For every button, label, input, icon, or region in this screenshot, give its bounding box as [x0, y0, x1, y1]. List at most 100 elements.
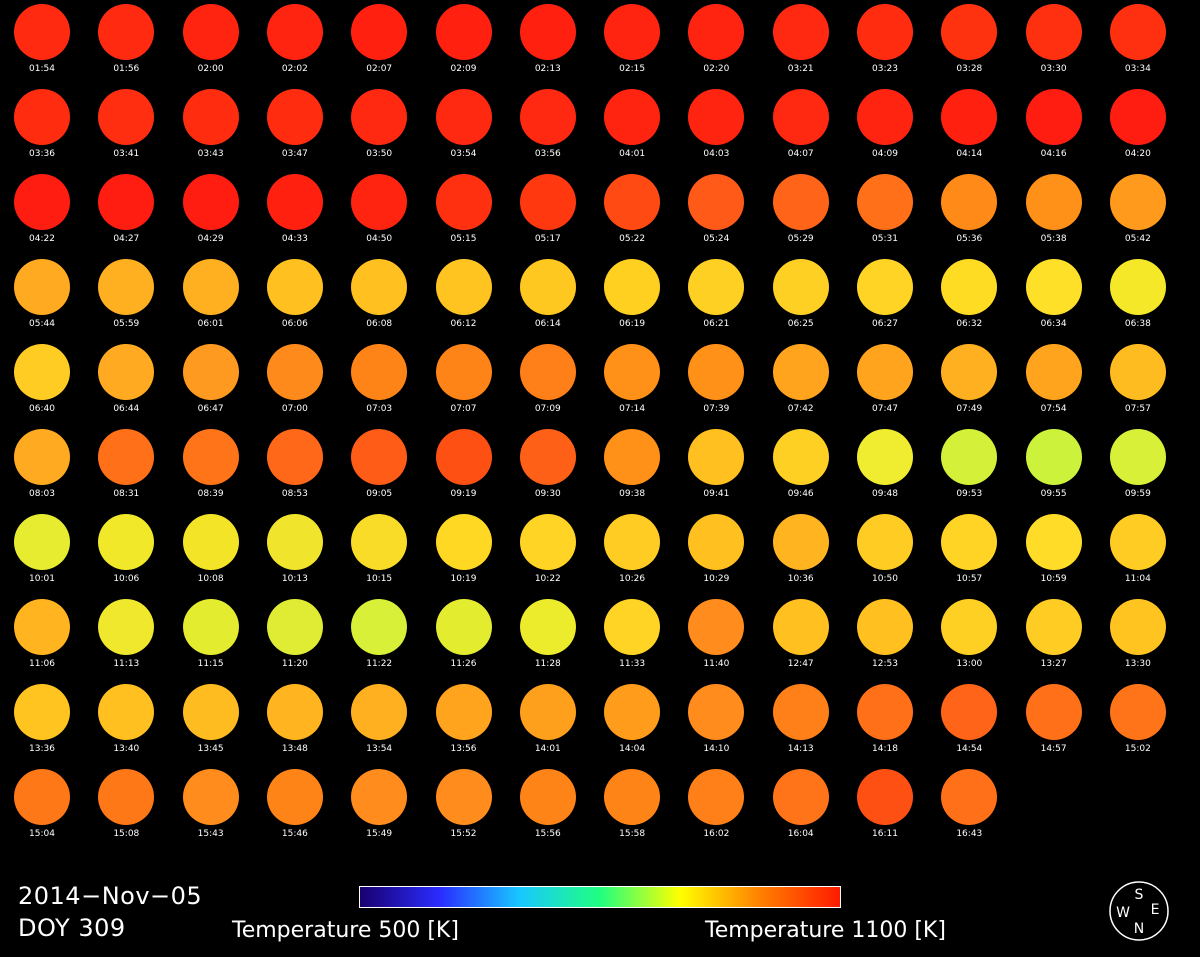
frame-cell: 06:32 — [929, 257, 1009, 339]
frame-cell: 14:18 — [845, 682, 925, 764]
frame-cell: 08:53 — [255, 427, 335, 509]
temperature-disc — [604, 344, 661, 400]
temperature-disc — [98, 259, 155, 315]
frame-time-label: 06:27 — [872, 319, 898, 329]
frame-time-label: 07:49 — [956, 404, 983, 414]
frame-time-label: 05:59 — [113, 319, 140, 329]
frame-time-label: 10:19 — [450, 574, 477, 584]
frame-cell: 09:59 — [1098, 427, 1178, 509]
frame-cell: 15:02 — [1098, 682, 1178, 764]
frame-cell: 16:02 — [676, 767, 756, 849]
frame-cell: 07:54 — [1014, 342, 1094, 424]
temperature-disc — [1109, 599, 1166, 655]
frame-cell: 10:22 — [508, 512, 588, 594]
temperature-disc — [519, 769, 576, 825]
frame-cell: 07:00 — [255, 342, 335, 424]
frame-time-label: 06:38 — [1124, 319, 1151, 329]
temperature-disc — [14, 4, 70, 60]
temperature-disc — [688, 89, 745, 145]
temperature-disc — [519, 174, 576, 230]
temperature-disc — [14, 514, 70, 570]
frame-time-label: 11:33 — [619, 659, 646, 669]
frame-cell: 07:49 — [929, 342, 1009, 424]
temperature-disc — [351, 344, 408, 400]
temperature-disc — [14, 259, 70, 315]
frame-time-label: 06:47 — [197, 404, 224, 414]
frame-cell: 02:13 — [508, 2, 588, 84]
frame-cell: 09:41 — [676, 427, 756, 509]
frame-cell: 04:03 — [676, 87, 756, 169]
frame-cell: 04:16 — [1014, 87, 1094, 169]
temperature-disc — [519, 344, 576, 400]
temperature-disc — [1025, 514, 1082, 570]
temperature-disc — [351, 514, 408, 570]
temperature-disc — [351, 684, 408, 740]
frame-cell: 04:01 — [592, 87, 672, 169]
frame-time-label: 14:18 — [872, 744, 898, 754]
frame-cell: 06:40 — [2, 342, 82, 424]
frame-cell: 04:22 — [2, 172, 82, 254]
frame-time-label: 04:01 — [619, 149, 646, 159]
temperature-disc — [1025, 174, 1082, 230]
frame-cell: 03:28 — [929, 2, 1009, 84]
frame-time-label: 05:31 — [872, 234, 898, 244]
frame-time-label: 02:02 — [281, 64, 308, 74]
frame-cell: 09:38 — [592, 427, 672, 509]
temperature-disc — [688, 684, 745, 740]
temperature-disc — [14, 684, 70, 740]
frame-cell: 12:47 — [761, 597, 841, 679]
frame-time-label: 03:47 — [281, 149, 308, 159]
frame-time-label: 10:08 — [197, 574, 224, 584]
frame-time-label: 09:48 — [872, 489, 898, 499]
frame-time-label: 04:14 — [956, 149, 983, 159]
frame-cell: 13:40 — [86, 682, 166, 764]
temperature-disc — [266, 174, 323, 230]
temperature-disc — [182, 89, 239, 145]
frame-time-label: 04:22 — [29, 234, 55, 244]
frame-time-label: 04:50 — [366, 234, 393, 244]
temperature-disc — [604, 684, 661, 740]
temperature-disc — [1109, 429, 1166, 485]
frame-time-label: 02:15 — [619, 64, 646, 74]
temperature-disc — [604, 429, 661, 485]
temperature-disc — [182, 769, 239, 825]
temperature-disc — [688, 259, 745, 315]
temperature-disc — [351, 174, 408, 230]
temperature-disc — [941, 429, 998, 485]
frame-time-label: 04:20 — [1124, 149, 1151, 159]
temperature-disc — [519, 89, 576, 145]
frame-cell: 07:07 — [424, 342, 504, 424]
frame-time-label: 05:42 — [1124, 234, 1151, 244]
frame-time-label: 16:43 — [956, 829, 983, 839]
frame-cell: 11:22 — [339, 597, 419, 679]
frame-time-label: 04:27 — [113, 234, 140, 244]
frame-time-label: 03:36 — [29, 149, 55, 159]
frame-time-label: 14:10 — [703, 744, 730, 754]
frame-cell: 03:36 — [2, 87, 82, 169]
frame-cell: 15:04 — [2, 767, 82, 849]
frame-time-label: 10:22 — [534, 574, 561, 584]
frame-time-label: 15:52 — [450, 829, 477, 839]
frame-cell: 11:26 — [424, 597, 504, 679]
frame-time-label: 15:56 — [534, 829, 561, 839]
frame-time-label: 07:00 — [281, 404, 308, 414]
frame-cell: 13:36 — [2, 682, 82, 764]
temperature-disc — [772, 259, 829, 315]
frame-cell: 04:20 — [1098, 87, 1178, 169]
temperature-disc — [98, 684, 155, 740]
temperature-disc — [266, 89, 323, 145]
frame-time-label: 08:39 — [197, 489, 224, 499]
frame-cell: 11:15 — [171, 597, 251, 679]
frame-time-label: 07:54 — [1040, 404, 1067, 414]
frame-time-label: 08:03 — [29, 489, 55, 499]
frame-cell: 02:00 — [171, 2, 251, 84]
temperature-disc — [266, 259, 323, 315]
frame-cell: 06:12 — [424, 257, 504, 339]
frame-time-label: 09:46 — [787, 489, 814, 499]
frame-cell: 10:15 — [339, 512, 419, 594]
frame-time-label: 16:04 — [787, 829, 814, 839]
frame-time-label: 08:53 — [281, 489, 308, 499]
frame-cell: 13:30 — [1098, 597, 1178, 679]
frame-time-label: 03:28 — [956, 64, 983, 74]
frame-time-label: 05:15 — [450, 234, 477, 244]
